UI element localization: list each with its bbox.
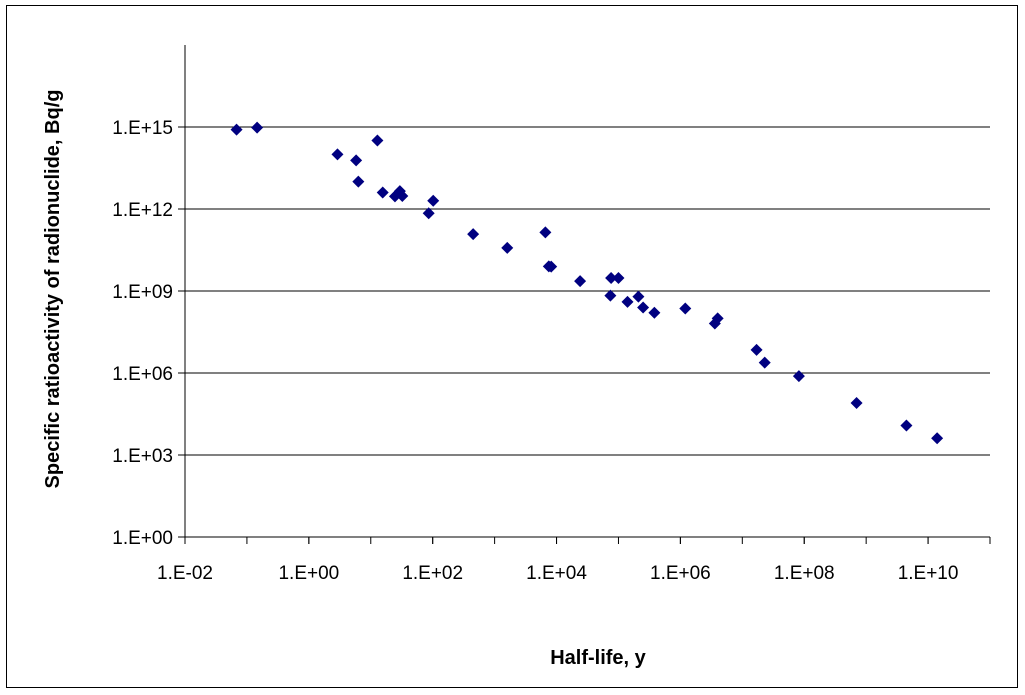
y-tick-label: 1.E+15 [112,118,173,139]
y-tick-label: 1.E+03 [112,446,173,467]
y-axis-title: Specific ratioactivity of radionuclide, … [42,90,64,489]
y-tick-label: 1.E+00 [112,528,173,549]
data-point [604,289,617,302]
data-point [352,175,365,188]
data-point [931,432,944,445]
data-point [605,271,618,284]
data-point [427,194,440,207]
data-point [545,260,558,273]
data-points [230,121,944,445]
data-point [648,306,661,319]
data-point [612,271,625,284]
data-point [621,295,634,308]
data-point [711,312,724,325]
x-tick-label: 1.E+08 [774,563,835,584]
data-point [539,226,552,239]
data-point [350,154,363,167]
grid-lines [185,126,990,456]
x-tick-label: 1.E+06 [650,563,711,584]
data-point [230,123,243,136]
y-tick-label: 1.E+12 [112,200,173,221]
data-point [850,396,863,409]
x-axis-title: Half-life, y [550,647,646,669]
x-tick-label: 1.E+10 [898,563,959,584]
data-point [396,189,409,202]
data-point [501,241,514,254]
x-tick-label: 1.E+02 [402,563,463,584]
chart-frame [6,5,1018,688]
data-point [632,290,645,303]
data-point [750,343,763,356]
x-tick-label: 1.E-02 [157,563,213,584]
y-tick-label: 1.E+09 [112,282,173,303]
x-axis-tick-labels: 1.E-02 1.E+00 1.E+02 1.E+04 1.E+06 1.E+08 1.E+… [157,563,958,584]
data-point [900,419,913,432]
data-point [376,186,389,199]
data-point [679,302,692,315]
data-point [792,370,805,383]
data-point [574,275,587,288]
data-point [467,228,480,241]
data-point [758,356,771,369]
data-point [331,148,344,161]
x-tick-label: 1.E+00 [278,563,339,584]
data-point [637,301,650,314]
data-point [251,121,264,134]
axes [178,45,991,544]
y-axis-tick-labels: 1.E+00 1.E+03 1.E+06 1.E+09 1.E+12 1.E+15 [112,118,173,549]
data-point [371,134,384,147]
x-tick-label: 1.E+04 [526,563,587,584]
data-point [422,207,435,220]
y-tick-label: 1.E+06 [112,364,173,385]
